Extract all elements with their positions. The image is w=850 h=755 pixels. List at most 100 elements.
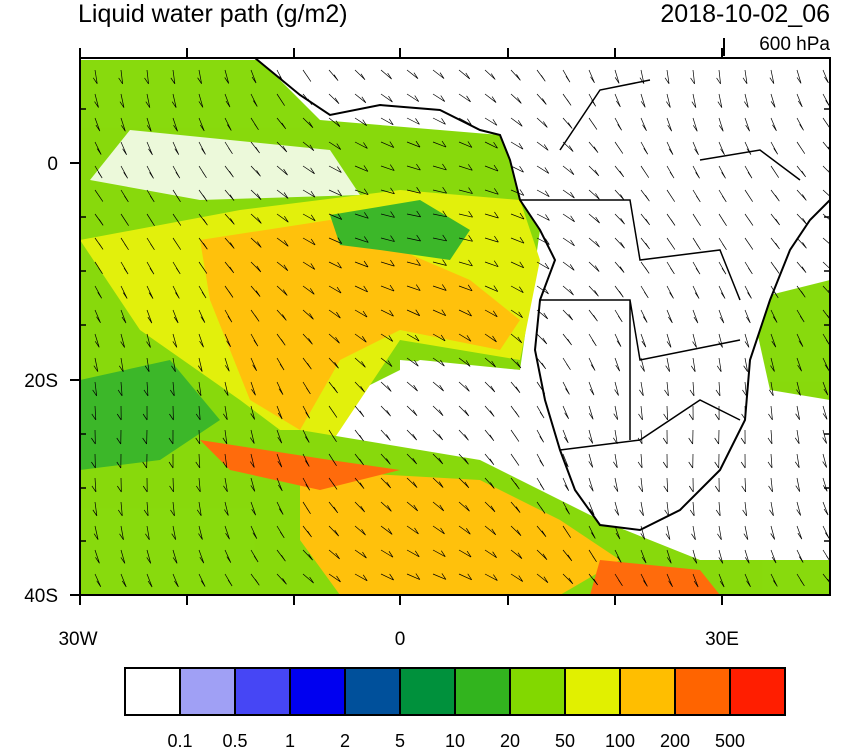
wind-barb (406, 573, 421, 580)
wind-barb (796, 237, 807, 249)
wind-barb (666, 549, 672, 564)
wind-barb (536, 69, 546, 82)
wind-barb (380, 235, 395, 242)
wind-barb (640, 285, 649, 299)
wind-barb (302, 69, 312, 82)
wind-barb (795, 405, 800, 420)
wind-barb (328, 165, 342, 173)
wind-barb (562, 285, 574, 296)
wind-barb (198, 525, 203, 540)
wind-barb (458, 69, 471, 80)
colorbar-label: 500 (715, 731, 745, 750)
wind-barb (510, 549, 523, 559)
wind-barb (562, 477, 570, 491)
wind-barb (302, 381, 311, 395)
wind-barb (614, 501, 620, 516)
wind-barb (172, 237, 182, 250)
wind-barb (432, 284, 447, 291)
wind-barb (822, 453, 828, 468)
wind-barb (796, 525, 803, 540)
wind-barb (640, 357, 645, 372)
wind-barb (718, 165, 726, 179)
wind-barb (740, 453, 746, 469)
wind-barb (796, 261, 807, 273)
wind-barb (120, 213, 129, 226)
wind-barb (328, 477, 338, 490)
wind-barb (796, 501, 802, 516)
map-frame (79, 57, 831, 596)
wind-barb (688, 477, 694, 493)
wind-barb (328, 117, 341, 127)
wind-barb (197, 69, 202, 84)
wind-barb (276, 141, 288, 153)
wind-barb (458, 573, 473, 581)
wind-barb (510, 453, 520, 466)
wind-barb (458, 477, 470, 489)
wind-barb (536, 141, 549, 151)
wind-barb (536, 501, 546, 514)
wind-barb (484, 477, 495, 489)
wind-barb (588, 165, 600, 177)
wind-barb (94, 213, 104, 226)
wind-barb (769, 501, 774, 516)
wind-barb (692, 309, 699, 324)
wind-barb (146, 549, 152, 564)
wind-barb (406, 117, 420, 125)
wind-barb (120, 117, 126, 132)
wind-barb (276, 261, 289, 272)
wind-barb (663, 477, 669, 493)
wind-barb (666, 165, 675, 179)
wind-barb (222, 429, 228, 445)
wind-barb (640, 237, 650, 250)
wind-barb (406, 405, 418, 417)
wind-barb (250, 213, 262, 224)
wind-barb (536, 477, 545, 491)
wind-barb (406, 333, 420, 342)
wind-barb (770, 573, 778, 587)
wind-barb (484, 141, 498, 149)
wind-barb (742, 69, 748, 85)
wind-barb (380, 93, 393, 103)
wind-barb (432, 357, 445, 367)
wind-barb (458, 525, 471, 535)
wind-barb (562, 141, 574, 152)
wind-barb (536, 285, 549, 295)
borders (520, 79, 801, 451)
wind-barb (118, 357, 124, 373)
wind-barb (663, 405, 668, 421)
wind-barb (354, 309, 368, 318)
wind-barb (328, 429, 337, 442)
wind-barb (666, 189, 675, 202)
wind-barb (328, 141, 342, 150)
wind-barb (146, 309, 153, 324)
wind-barb (94, 189, 104, 202)
wind-barb (380, 69, 392, 80)
wind-barb (822, 237, 830, 245)
wind-barb (117, 381, 123, 397)
wind-barb (380, 117, 394, 126)
wind-barb (640, 213, 651, 226)
wind-barb (172, 573, 179, 588)
wind-barb (614, 213, 625, 225)
wind-barb (432, 477, 444, 488)
wind-barb (117, 501, 123, 517)
wind-barb (510, 69, 521, 81)
wind-barb (432, 69, 445, 79)
wind-barb (196, 501, 202, 517)
wind-barb (198, 237, 208, 250)
wind-barb (172, 213, 182, 226)
wind-barb (689, 501, 695, 517)
wind-barb (198, 165, 207, 179)
wind-barb (354, 525, 366, 536)
wind-barb (588, 93, 597, 107)
wind-barb (432, 234, 447, 242)
wind-barb (406, 525, 419, 535)
wind-barb (198, 285, 207, 299)
wind-barb (223, 381, 229, 396)
wind-barb (744, 141, 752, 155)
wind-barb (822, 93, 830, 107)
wind-barb (614, 237, 625, 249)
wind-barb (744, 309, 751, 324)
wind-barb (406, 453, 418, 465)
wind-barb (822, 69, 829, 84)
